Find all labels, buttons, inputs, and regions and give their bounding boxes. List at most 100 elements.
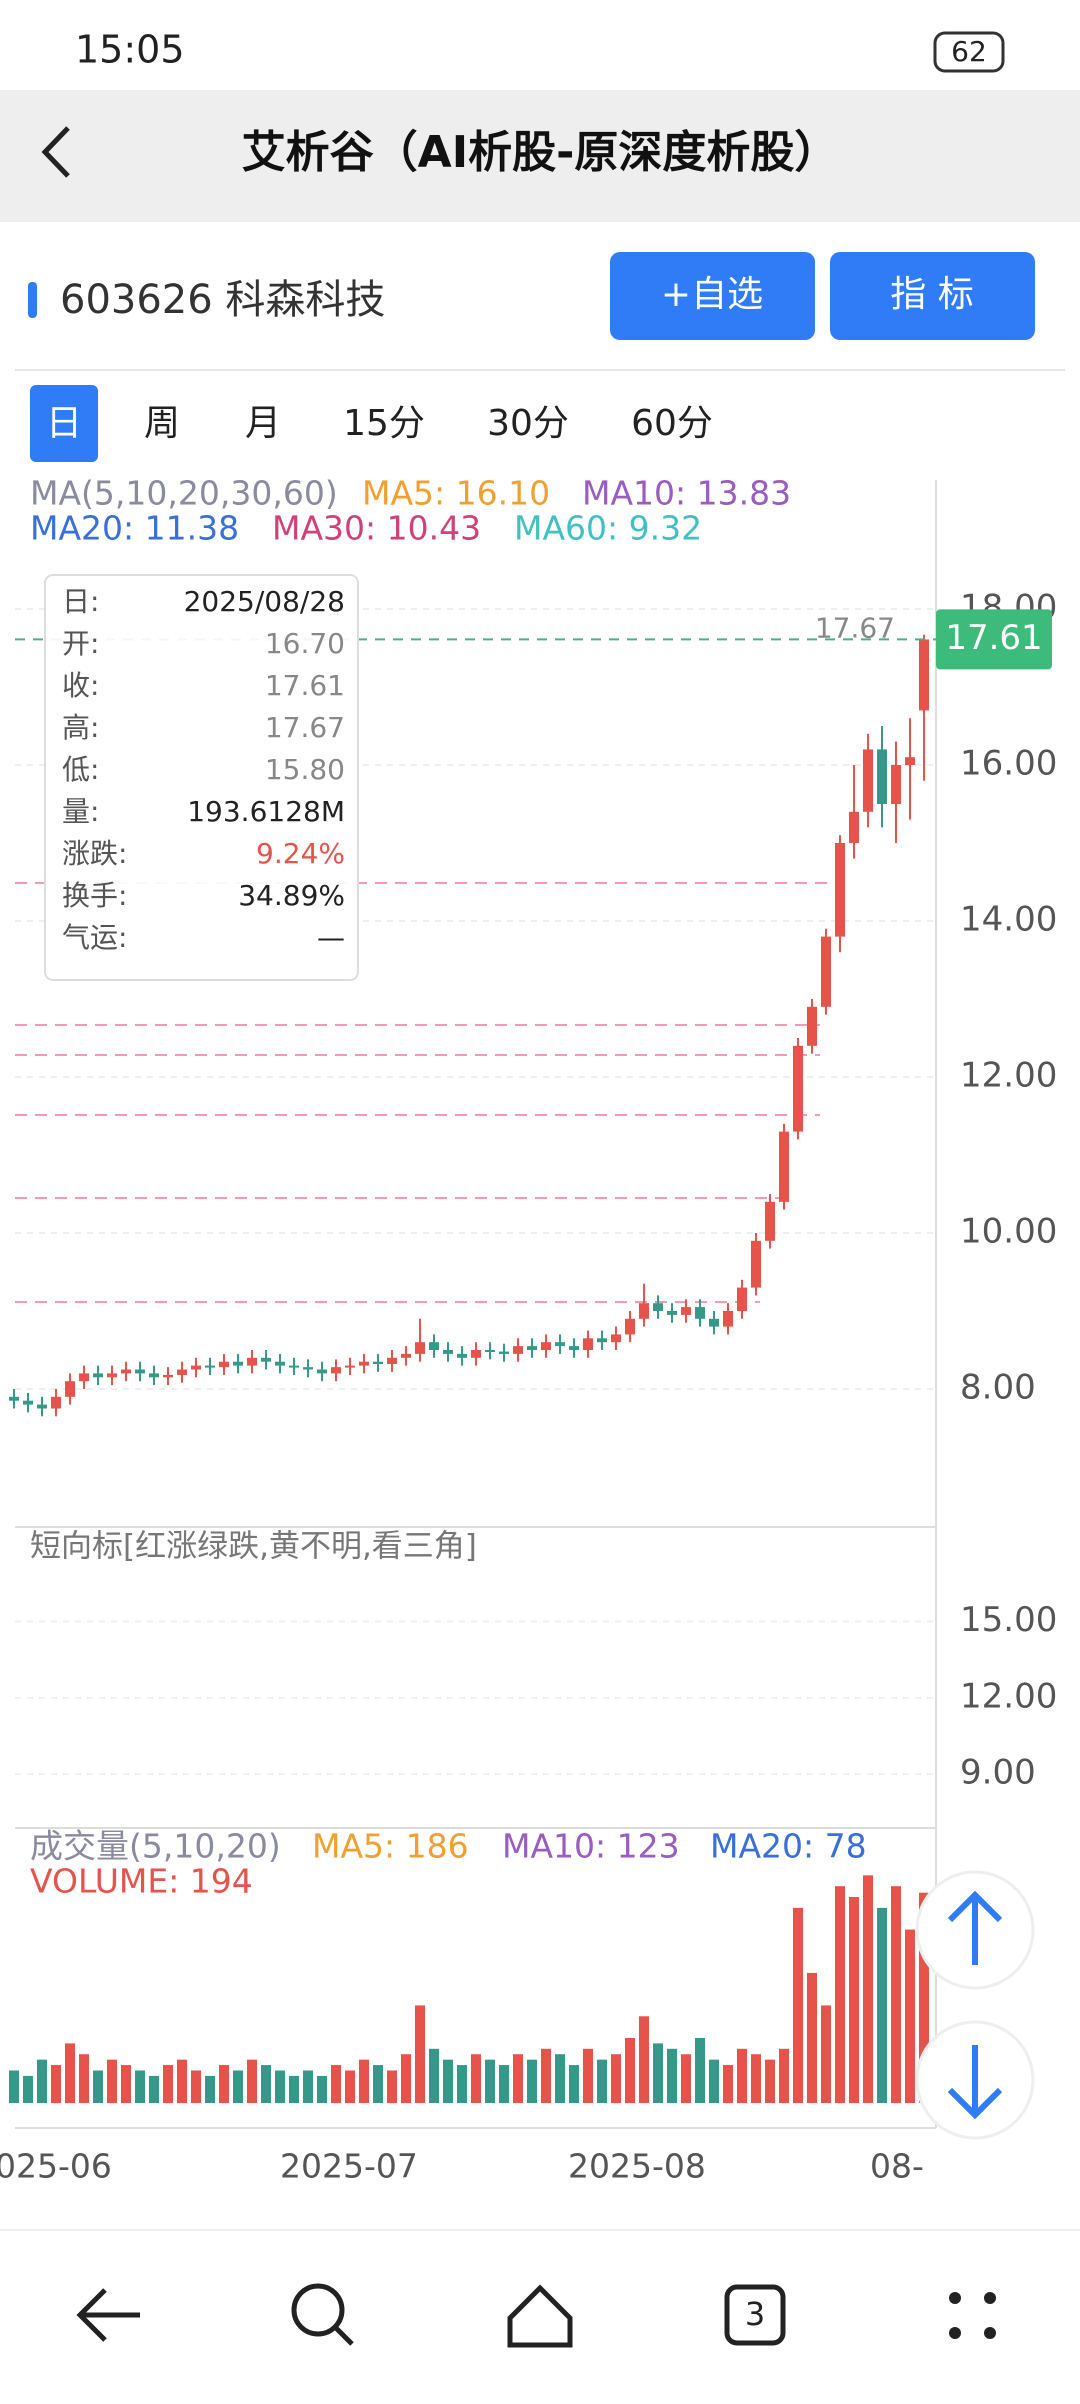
candle-body: [219, 1361, 229, 1368]
volume-bar: [527, 2059, 537, 2103]
candle-body: [625, 1318, 635, 1335]
tooltip-key: 低:: [62, 753, 99, 786]
nav-tab-count[interactable]: 3: [745, 2295, 765, 2333]
ma-legend: MA30: 10.43: [272, 509, 481, 548]
candle-body: [9, 1396, 19, 1401]
candle-body: [205, 1365, 215, 1368]
volume-bar: [779, 2048, 789, 2103]
y-tick-label: 9.00: [960, 1753, 1036, 1793]
volume-bar: [485, 2059, 495, 2103]
candle-body: [527, 1346, 537, 1350]
volume-bar: [93, 2070, 103, 2103]
candle-body: [23, 1400, 33, 1405]
tab-selected[interactable]: [30, 385, 98, 462]
volume-bar: [891, 1886, 901, 2103]
volume-bar: [135, 2070, 145, 2103]
x-tick-label: 2025-08: [568, 2147, 706, 2186]
tooltip-value: 34.89%: [238, 879, 345, 912]
volume-bar: [23, 2075, 33, 2103]
y-tick-label: 12.00: [960, 1056, 1057, 1096]
candle-body: [429, 1342, 439, 1350]
volume-bar: [443, 2059, 453, 2103]
battery-level: 62: [951, 35, 987, 68]
volume-legend: 成交量(5,10,20): [30, 1827, 281, 1866]
volume-bar: [191, 2070, 201, 2103]
support-lines: [15, 882, 840, 1303]
add-watch-button[interactable]: [610, 252, 815, 340]
tooltip-key: 高:: [62, 711, 99, 744]
volume-bar: [863, 1875, 873, 2103]
candle-body: [93, 1373, 103, 1378]
volume-bar: [429, 2048, 439, 2103]
candle-body: [597, 1338, 607, 1343]
period-tab[interactable]: 周: [144, 403, 180, 444]
y-tick-label: 8.00: [960, 1368, 1036, 1408]
candle-body: [821, 936, 831, 1007]
candle-body: [387, 1357, 397, 1365]
up-arrow[interactable]: [947, 1890, 1003, 1965]
nav-menu[interactable]: [949, 2292, 996, 2339]
candle-body: [653, 1303, 663, 1311]
candle-body: [695, 1307, 705, 1319]
volume-bar: [373, 2065, 383, 2103]
candle-body: [331, 1367, 341, 1374]
period-tab[interactable]: 月: [245, 403, 281, 444]
tooltip-value: 2025/08/28: [184, 585, 345, 618]
ma-legend: MA5: 16.10: [362, 474, 550, 513]
indicator-button[interactable]: [830, 252, 1035, 340]
x-tick-label: 08-: [870, 2147, 924, 2186]
candle-body: [807, 1006, 817, 1046]
header-bar: [0, 90, 1080, 222]
candle-body: [639, 1303, 649, 1319]
period-tab[interactable]: 日: [46, 403, 82, 444]
volume-legend: MA10: 123: [502, 1827, 680, 1866]
candle-body: [121, 1369, 131, 1374]
candle-body: [513, 1346, 523, 1354]
volume-bar: [345, 2070, 355, 2103]
volume-bar: [751, 2054, 761, 2103]
candle-body: [583, 1338, 593, 1350]
back-button[interactable]: [41, 126, 70, 178]
volume-bar: [709, 2059, 719, 2103]
volume-bar: [905, 1929, 915, 2103]
y-tick-label: 14.00: [960, 900, 1057, 940]
volume-bar: [79, 2054, 89, 2103]
candle-body: [317, 1369, 327, 1374]
indicator-label[interactable]: 指 标: [890, 274, 973, 315]
volume-label: VOLUME: 194: [30, 1862, 253, 1901]
down-arrow[interactable]: [947, 2045, 1003, 2120]
volume-bar: [597, 2059, 607, 2103]
volume-legend: MA20: 78: [710, 1827, 867, 1866]
volume-bar: [359, 2059, 369, 2103]
candle-body: [51, 1396, 61, 1409]
period-tab[interactable]: 60分: [631, 403, 713, 444]
volume-bar: [625, 2037, 635, 2103]
nav-search[interactable]: [291, 2283, 354, 2346]
nav-home[interactable]: [507, 2284, 573, 2348]
candle-body: [555, 1342, 565, 1347]
nav-back[interactable]: [76, 2288, 140, 2342]
volume-bar: [289, 2075, 299, 2103]
volume-bar: [583, 2048, 593, 2103]
volume-bar: [261, 2065, 271, 2103]
tooltip-value: 15.80: [265, 753, 345, 786]
volume-bar: [737, 2048, 747, 2103]
nav-tabs[interactable]: [724, 2284, 786, 2346]
candle-body: [345, 1365, 355, 1368]
y-tick-label: 12.00: [960, 1676, 1057, 1716]
volume-bar: [149, 2075, 159, 2103]
volume-bar: [849, 1897, 859, 2103]
candle-body: [163, 1374, 173, 1378]
period-tab[interactable]: 15分: [343, 403, 425, 444]
volume-bar: [205, 2075, 215, 2103]
volume-bar: [695, 2037, 705, 2103]
volume-bar: [877, 1907, 887, 2103]
candle-body: [233, 1361, 243, 1366]
tooltip-value: —: [317, 921, 345, 954]
last-price-box: [936, 609, 1052, 670]
period-tab[interactable]: 30分: [487, 403, 569, 444]
candle-body: [863, 749, 873, 812]
add-watch-label[interactable]: +自选: [661, 274, 763, 315]
tooltip-key: 收:: [62, 669, 99, 702]
volume-bar: [107, 2059, 117, 2103]
